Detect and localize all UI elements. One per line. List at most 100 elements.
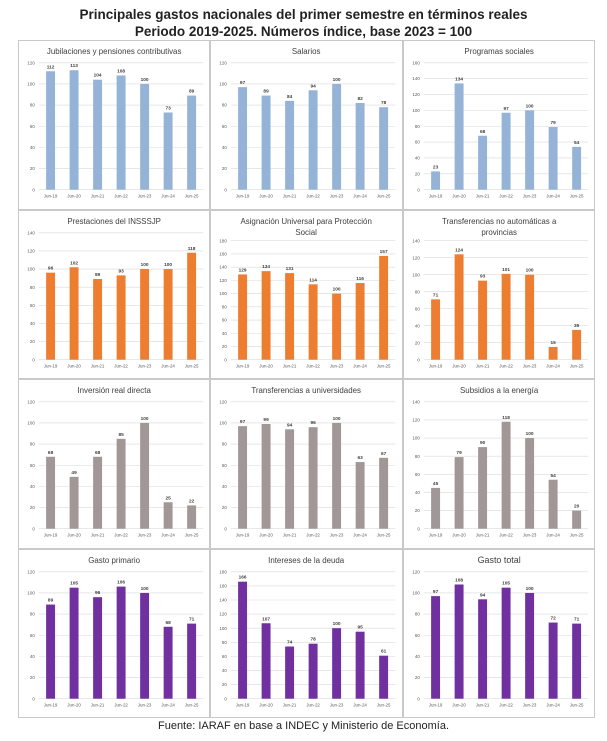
y-tick-label: 80 [415,289,420,294]
x-tick-label: Jun-24 [161,533,175,538]
bar [571,329,581,360]
x-tick-label: Jun-24 [546,702,560,707]
page-title: Principales gastos nacionales del primer… [0,6,607,40]
x-tick-label: Jun-19 [236,533,250,538]
data-label: 100 [333,77,341,83]
y-tick-label: 120 [27,60,35,65]
data-label: 100 [141,416,149,422]
bar [285,100,295,190]
chart-panel-intereses-deuda: Intereses de la deuda 0 20 40 60 80 100 120 140 1… [210,548,403,718]
bar [261,95,271,190]
x-tick-label: Jun-21 [283,702,297,707]
x-tick-label: Jun-22 [114,363,128,368]
data-label: 54 [550,473,556,479]
x-tick-label: Jun-25 [185,702,199,707]
y-tick-label: 0 [225,187,228,192]
bar [261,270,271,360]
bar [477,280,487,360]
y-tick-label: 140 [27,230,35,235]
data-label: 112 [47,64,55,70]
bar [163,502,173,529]
data-label: 72 [550,615,556,621]
x-tick-label: Jun-22 [499,533,513,538]
y-tick-label: 20 [222,344,227,349]
data-label: 116 [357,276,365,282]
y-tick-label: 40 [415,323,420,328]
y-tick-label: 60 [415,632,420,637]
data-label: 166 [239,574,247,580]
x-tick-label: Jun-21 [91,363,105,368]
x-tick-label: Jun-23 [522,363,536,368]
data-label: 78 [381,100,387,106]
bar [454,83,464,190]
bar [163,626,173,699]
y-tick-label: 20 [415,340,420,345]
x-tick-label: Jun-22 [499,702,513,707]
page-title-line-2: Periodo 2019-2025. Números índice, base … [134,24,473,39]
chart-title: Gasto primario [88,555,140,564]
x-tick-label: Jun-25 [569,702,583,707]
x-tick-label: Jun-25 [377,702,391,707]
data-label: 102 [70,260,78,266]
y-tick-label: 40 [222,145,227,150]
bar [379,655,389,699]
data-label: 105 [502,580,510,586]
bar [116,438,126,529]
chart-title: provincias [481,227,517,236]
x-tick-label: Jun-22 [307,533,321,538]
y-tick-label: 80 [415,454,420,459]
bar [163,112,173,190]
x-tick-label: Jun-22 [499,363,513,368]
y-tick-label: 20 [415,171,420,176]
x-tick-label: Jun-20 [67,194,81,199]
y-tick-label: 100 [27,266,35,271]
y-tick-label: 40 [222,668,227,673]
y-tick-label: 20 [30,675,35,680]
y-tick-label: 100 [220,291,228,296]
bar [261,622,271,699]
data-label: 96 [95,590,101,596]
bar [238,581,248,699]
source-note: Fuente: IARAF en base a INDEC y Minister… [157,720,450,732]
y-tick-label: 40 [415,156,420,161]
y-tick-label: 120 [27,248,35,253]
data-label: 99 [264,417,270,423]
chart-panel-gasto-total: Gasto total 0 20 40 60 80 100 120 97 Jun-19 108 Jun… [402,548,595,718]
y-tick-label: 20 [222,166,227,171]
bar [93,79,103,190]
data-label: 68 [165,619,171,625]
x-tick-label: Jun-25 [185,194,199,199]
bar [430,298,440,360]
data-label: 93 [480,273,486,279]
x-tick-label: Jun-23 [138,194,152,199]
data-label: 105 [70,580,78,586]
x-tick-label: Jun-25 [377,363,391,368]
x-tick-label: Jun-24 [354,702,368,707]
x-tick-label: Jun-19 [44,533,58,538]
x-tick-label: Jun-23 [330,194,344,199]
x-tick-label: Jun-19 [428,194,442,199]
data-label: 114 [310,277,318,283]
x-tick-label: Jun-21 [91,194,105,199]
y-tick-label: 40 [30,484,35,489]
y-tick-label: 20 [222,505,227,510]
bar [116,274,126,360]
y-tick-label: 0 [417,526,420,531]
data-label: 84 [287,94,293,100]
data-label: 20 [574,504,580,510]
data-label: 73 [165,106,171,112]
data-label: 89 [48,597,54,603]
chart-title: Transferencias a universidades [252,386,362,395]
x-tick-label: Jun-19 [236,702,250,707]
data-label: 97 [240,80,246,86]
data-label: 100 [333,286,341,292]
bar [548,622,558,699]
bar [238,87,248,190]
y-tick-label: 60 [30,463,35,468]
bar [524,592,534,699]
data-label: 89 [189,89,195,95]
x-tick-label: Jun-23 [522,194,536,199]
y-tick-label: 40 [222,330,227,335]
bar [355,282,365,360]
bar [308,427,318,529]
